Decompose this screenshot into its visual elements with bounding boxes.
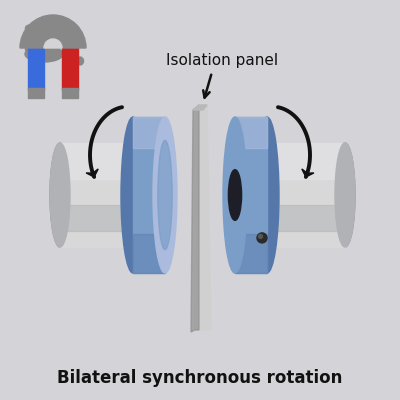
- Text: Bilateral synchronous rotation: Bilateral synchronous rotation: [57, 369, 343, 387]
- Polygon shape: [235, 117, 267, 273]
- Text: Isolation panel: Isolation panel: [166, 52, 278, 68]
- Polygon shape: [302, 169, 314, 177]
- Ellipse shape: [335, 143, 355, 247]
- Polygon shape: [235, 234, 267, 273]
- Wedge shape: [44, 39, 62, 48]
- Bar: [62, 48, 78, 90]
- Ellipse shape: [26, 25, 34, 31]
- Bar: [62, 88, 78, 98]
- Ellipse shape: [121, 117, 145, 273]
- Ellipse shape: [38, 21, 46, 27]
- Polygon shape: [191, 105, 199, 332]
- Bar: [49, 28, 58, 50]
- Ellipse shape: [223, 117, 247, 273]
- Ellipse shape: [255, 117, 279, 273]
- Bar: [28, 48, 44, 90]
- Polygon shape: [195, 105, 211, 330]
- Polygon shape: [235, 117, 267, 148]
- Polygon shape: [267, 143, 345, 179]
- Bar: [37, 24, 46, 50]
- Ellipse shape: [50, 25, 58, 31]
- Ellipse shape: [158, 140, 172, 250]
- Ellipse shape: [335, 143, 355, 247]
- Ellipse shape: [228, 170, 242, 220]
- Circle shape: [258, 234, 262, 238]
- Polygon shape: [60, 206, 133, 231]
- Polygon shape: [60, 143, 133, 247]
- Ellipse shape: [76, 57, 84, 65]
- Polygon shape: [133, 117, 165, 148]
- Polygon shape: [60, 143, 133, 179]
- Wedge shape: [20, 15, 86, 48]
- Ellipse shape: [25, 46, 63, 62]
- Polygon shape: [133, 117, 165, 273]
- Bar: [25, 28, 34, 50]
- Ellipse shape: [50, 143, 70, 247]
- Polygon shape: [133, 234, 165, 273]
- Circle shape: [257, 233, 267, 243]
- Polygon shape: [64, 52, 80, 64]
- Polygon shape: [267, 143, 345, 247]
- Bar: [28, 88, 44, 98]
- Polygon shape: [267, 206, 345, 231]
- Polygon shape: [86, 169, 98, 177]
- Ellipse shape: [50, 143, 70, 247]
- Ellipse shape: [153, 117, 177, 273]
- Polygon shape: [193, 105, 207, 110]
